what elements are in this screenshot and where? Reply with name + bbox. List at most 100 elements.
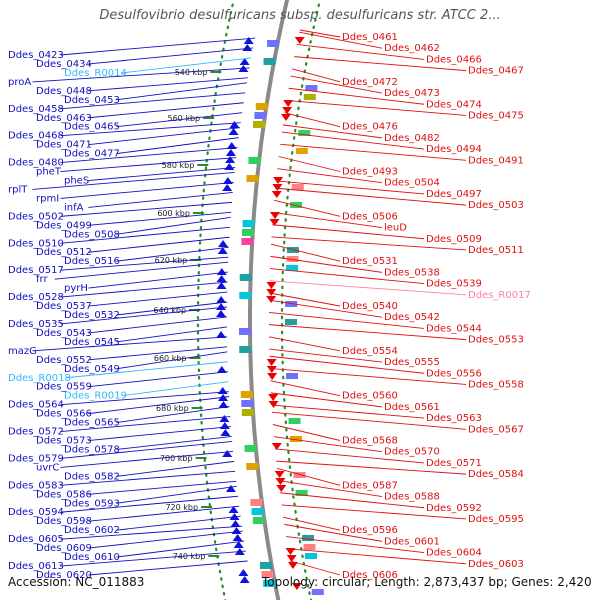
right-label-leader bbox=[282, 124, 383, 139]
reverse-gene-label: Ddes_0560 bbox=[342, 391, 398, 402]
reverse-gene-arrow bbox=[268, 394, 279, 401]
forward-gene-arrow bbox=[239, 58, 250, 65]
reverse-gene-label: Ddes_0587 bbox=[342, 480, 398, 491]
forward-gene-label: Ddes_0510 bbox=[8, 238, 64, 249]
forward-gene-arrow bbox=[229, 121, 240, 128]
forward-gene-label: Ddes_0532 bbox=[64, 310, 120, 321]
left-label-leader bbox=[116, 326, 228, 343]
forward-gene-label: proA bbox=[8, 77, 31, 88]
reverse-gene-arrow bbox=[271, 443, 282, 450]
left-label-leader bbox=[60, 306, 228, 325]
forward-gene-label: Ddes_0458 bbox=[8, 104, 64, 115]
forward-gene-label: Ddes_0535 bbox=[8, 319, 64, 330]
reverse-gene-label: Ddes_0544 bbox=[426, 323, 482, 334]
forward-gene-arrow bbox=[233, 541, 244, 548]
forward-gene-label: Ddes_0602 bbox=[64, 525, 120, 536]
left-label-leader bbox=[116, 137, 239, 155]
right-label-leader bbox=[290, 560, 341, 576]
reverse-gene-arrow bbox=[266, 359, 277, 366]
forward-gene-label: Ddes_R0019 bbox=[64, 391, 127, 402]
reverse-gene-arrow bbox=[275, 478, 286, 485]
forward-gene-arrow bbox=[238, 569, 249, 576]
left-label-leader bbox=[116, 515, 241, 531]
reverse-gene-arrow bbox=[270, 212, 281, 219]
reverse-gene-arrow bbox=[266, 366, 277, 373]
reverse-gene-arrow bbox=[272, 184, 283, 191]
right-label-leader bbox=[299, 29, 341, 38]
reverse-gene-arrow bbox=[294, 37, 305, 44]
left-label-leader bbox=[88, 191, 233, 208]
forward-gene-label: Ddes_0609 bbox=[36, 543, 92, 554]
feature-block bbox=[305, 85, 318, 91]
right-label-leader bbox=[284, 112, 341, 128]
forward-gene-arrow bbox=[231, 527, 242, 534]
forward-gene-label: Ddes_0572 bbox=[8, 427, 64, 438]
left-label-leader bbox=[60, 182, 234, 199]
forward-gene-label: Ddes_0594 bbox=[8, 507, 64, 518]
forward-gene-label: Ddes_0468 bbox=[8, 131, 64, 142]
feature-block bbox=[246, 463, 259, 470]
feature-block bbox=[267, 40, 280, 47]
forward-gene-arrow bbox=[225, 485, 236, 492]
feature-block bbox=[239, 292, 252, 299]
right-label-leader bbox=[279, 492, 425, 509]
forward-gene-label: Ddes_0528 bbox=[8, 292, 64, 303]
reverse-gene-arrow bbox=[286, 555, 297, 562]
reverse-gene-label: Ddes_0509 bbox=[426, 234, 482, 245]
feature-block bbox=[241, 409, 254, 416]
reverse-gene-label: Ddes_0568 bbox=[342, 436, 398, 447]
forward-gene-label: Ddes_0613 bbox=[8, 561, 64, 572]
reverse-gene-arrow bbox=[266, 296, 277, 303]
right-label-leader bbox=[275, 180, 425, 195]
reverse-gene-label: leuD bbox=[384, 223, 407, 234]
forward-gene-label: Ddes_0610 bbox=[64, 552, 120, 563]
forward-gene-label: rpmI bbox=[36, 193, 59, 204]
forward-gene-label: mazG bbox=[8, 346, 37, 357]
forward-gene-arrow bbox=[219, 422, 230, 429]
right-label-leader bbox=[276, 467, 341, 486]
reverse-gene-label: Ddes_0503 bbox=[468, 200, 524, 211]
forward-gene-arrow bbox=[216, 366, 227, 373]
reverse-gene-arrow bbox=[291, 583, 302, 590]
right-label-leader bbox=[278, 156, 341, 172]
forward-gene-arrow bbox=[230, 520, 241, 527]
feature-block bbox=[289, 436, 302, 442]
kbp-tick-label: 660 kbp bbox=[154, 354, 187, 363]
feature-block bbox=[293, 472, 306, 478]
left-label-leader bbox=[54, 261, 229, 280]
reverse-gene-label: Ddes_0588 bbox=[384, 492, 440, 503]
forward-gene-label: Ddes_0434 bbox=[36, 59, 92, 70]
kbp-tick-label: 700 kbp bbox=[160, 454, 193, 463]
right-label-leader bbox=[275, 187, 467, 206]
feature-block bbox=[242, 220, 255, 227]
feature-block bbox=[302, 535, 315, 541]
reverse-gene-label: Ddes_0603 bbox=[468, 559, 524, 570]
right-label-leader bbox=[269, 348, 383, 363]
reverse-gene-label: Ddes_0567 bbox=[468, 424, 524, 435]
reverse-gene-label: Ddes_0555 bbox=[384, 357, 440, 368]
feature-block bbox=[305, 553, 318, 559]
feature-block bbox=[254, 112, 267, 119]
kbp-tick-label: 560 kbp bbox=[168, 114, 201, 123]
right-label-leader bbox=[277, 168, 383, 184]
right-label-leader bbox=[281, 504, 467, 520]
forward-gene-label: frr bbox=[36, 274, 48, 285]
reverse-gene-label: Ddes_R0017 bbox=[468, 290, 531, 301]
forward-gene-label: Ddes_0593 bbox=[64, 498, 120, 509]
reverse-gene-arrow bbox=[283, 100, 294, 107]
feature-block bbox=[311, 589, 324, 595]
right-label-leader bbox=[272, 411, 467, 430]
left-label-leader bbox=[60, 416, 231, 432]
right-label-leader bbox=[288, 87, 425, 105]
reverse-gene-label: Ddes_0461 bbox=[342, 32, 398, 43]
feature-block bbox=[286, 256, 299, 262]
reverse-gene-arrow bbox=[282, 107, 293, 114]
forward-gene-label: Ddes_R0018 bbox=[8, 373, 71, 384]
forward-gene-label: Ddes_0463 bbox=[36, 113, 92, 124]
forward-gene-label: Ddes_0605 bbox=[8, 534, 64, 545]
kbp-tick-label: 740 kbp bbox=[173, 552, 206, 561]
right-label-leader bbox=[294, 56, 467, 72]
right-label-leader bbox=[269, 299, 383, 318]
forward-gene-label: Ddes_0545 bbox=[64, 337, 120, 348]
reverse-gene-label: Ddes_0462 bbox=[384, 43, 440, 54]
